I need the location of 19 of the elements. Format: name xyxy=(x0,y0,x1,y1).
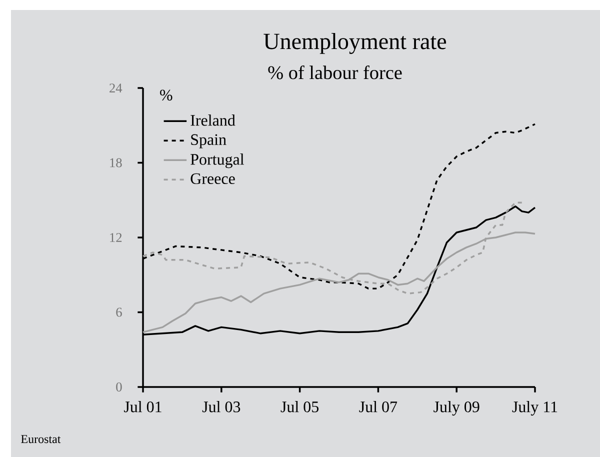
x-tick-label: Jul 03 xyxy=(202,401,240,412)
legend-label: Portugal xyxy=(190,154,244,168)
x-tick-label: Jul 05 xyxy=(280,401,319,412)
chart-subtitle: % of labour force xyxy=(268,65,402,80)
legend-label: Ireland xyxy=(190,114,236,126)
y-tick-label: 0 xyxy=(116,382,122,392)
x-tick-label: July 09 xyxy=(434,401,480,416)
y-axis-title: % xyxy=(160,90,172,101)
x-tick-label: Jul 01 xyxy=(124,401,162,412)
legend-label: Greece xyxy=(190,173,235,184)
y-tick-label: 12 xyxy=(110,233,122,242)
y-tick-label: 24 xyxy=(110,84,122,92)
text: Eurostat xyxy=(21,435,61,444)
legend-label: Spain xyxy=(191,134,226,148)
y-tick-label: 6 xyxy=(116,308,122,317)
y-tick-label: 18 xyxy=(110,158,122,168)
x-tick-label: Jul 07 xyxy=(359,401,398,412)
x-tick-label: July 11 xyxy=(512,401,558,416)
chart-title: Unemployment rate xyxy=(264,32,446,54)
